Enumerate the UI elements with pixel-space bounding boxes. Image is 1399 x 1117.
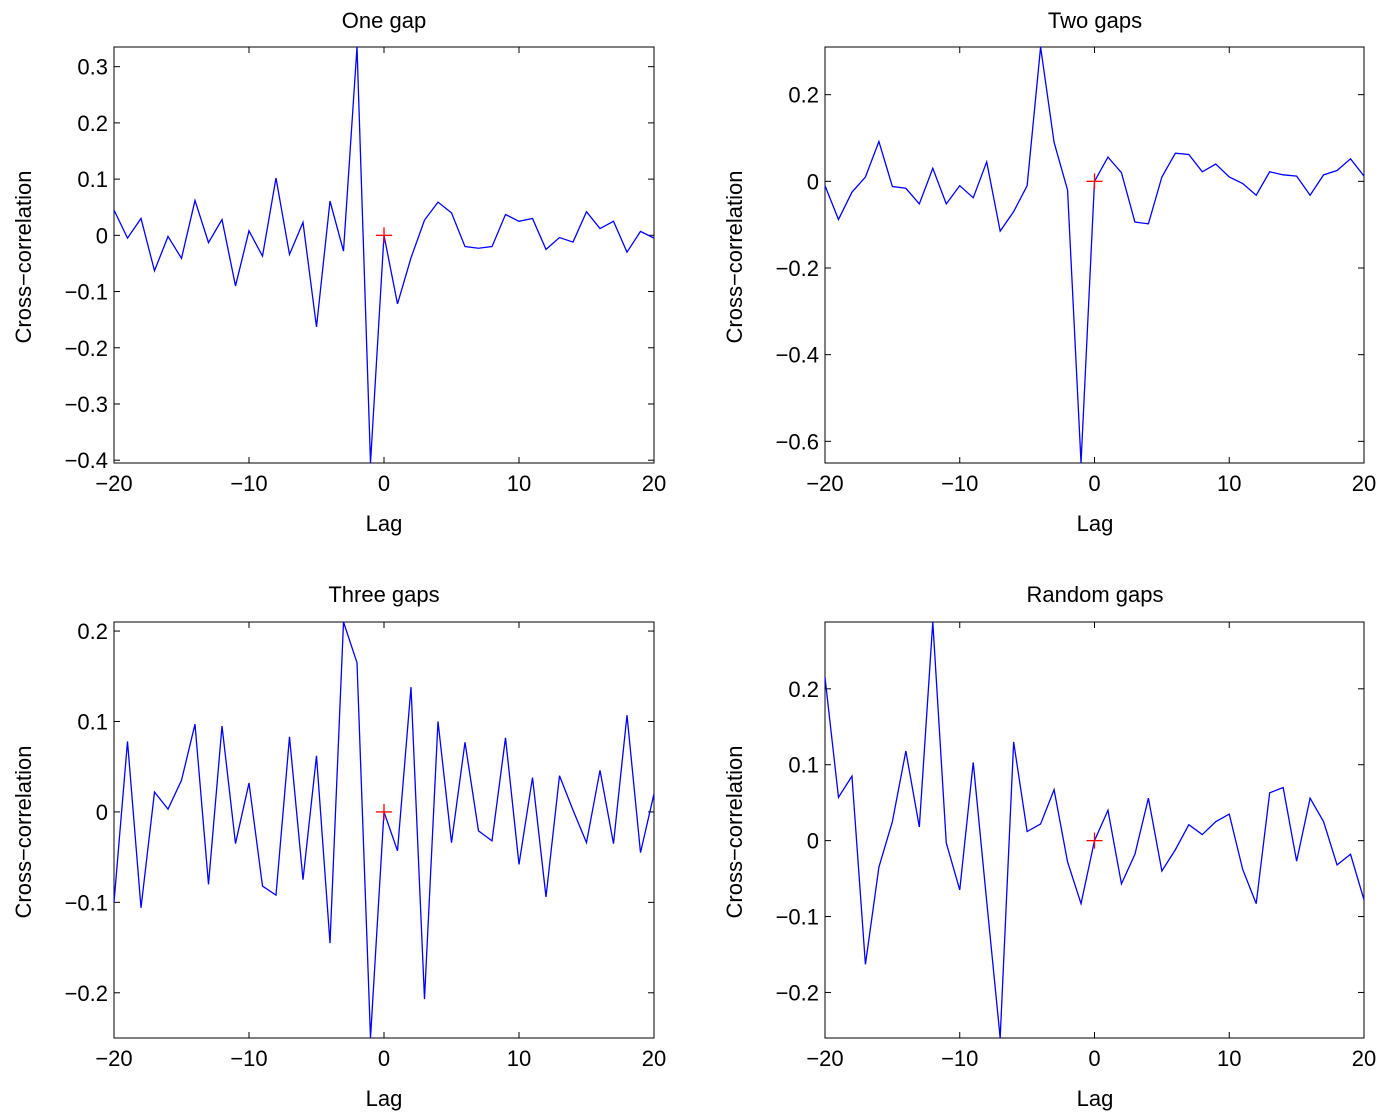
y-tick-label: 0 [807, 169, 819, 194]
subplot-title: Two gaps [1048, 8, 1142, 33]
y-tick-label: −0.4 [776, 343, 819, 368]
y-axis-label: Cross−correlation [722, 170, 747, 343]
x-tick-label: 0 [378, 471, 390, 496]
subplot-title: One gap [342, 8, 426, 33]
x-ticks: −20 −10 0 10 20 [95, 47, 666, 496]
x-tick-label: −20 [95, 1046, 132, 1071]
x-tick-label: −20 [806, 1046, 843, 1071]
x-tick-label: 0 [378, 1046, 390, 1071]
origin-marker [376, 227, 392, 244]
y-tick-label: −0.1 [65, 280, 108, 305]
y-tick-label: −0.2 [776, 256, 819, 281]
x-tick-label: −10 [941, 471, 978, 496]
y-tick-label: 0.3 [77, 55, 108, 80]
x-tick-label: 10 [507, 471, 531, 496]
series-line [824, 621, 1365, 1039]
y-ticks: 0.2 0.1 0 −0.1 −0.2 [776, 677, 1364, 1005]
x-tick-label: 20 [642, 1046, 666, 1071]
x-ticks: −20 −10 0 10 20 [806, 622, 1376, 1071]
plot-area-frame [113, 621, 655, 1039]
subplot-two-gaps: Two gaps −20 −10 0 10 20 0.2 0 −0.2 −0.4 −0.6 La… [722, 8, 1376, 536]
y-tick-label: −0.2 [65, 981, 108, 1006]
series-line [824, 46, 1365, 464]
x-tick-label: 20 [1352, 471, 1376, 496]
subplot-title: Three gaps [328, 582, 439, 607]
origin-marker [1086, 173, 1103, 190]
y-tick-label: 0.2 [788, 83, 819, 108]
y-tick-label: −0.6 [776, 429, 819, 454]
x-axis-label: Lag [1077, 511, 1114, 536]
subplot-title: Random gaps [1027, 582, 1164, 607]
y-tick-label: −0.1 [65, 890, 108, 915]
subplot-random-gaps: Random gaps −20 −10 0 10 20 0.20.10−0.1−0.2 … [722, 582, 1376, 1111]
y-tick-label: 0.2 [77, 111, 108, 136]
x-tick-label: 10 [1217, 1046, 1241, 1071]
x-axis-label: Lag [366, 1086, 403, 1111]
x-tick-label: 0 [1088, 471, 1100, 496]
plot-area-frame [824, 46, 1365, 464]
x-tick-label: −20 [95, 471, 132, 496]
series-line [113, 46, 655, 464]
y-axis-label: Cross−correlation [722, 745, 747, 918]
x-ticks: −20 −10 0 10 20 [95, 622, 666, 1071]
y-ticks: 0.2 0 −0.2 −0.4 −0.6 [776, 83, 1364, 454]
origin-marker [1086, 832, 1103, 849]
y-tick-label: 0.1 [77, 167, 108, 192]
y-tick-label: −0.1 [776, 905, 819, 930]
x-tick-label: 20 [1352, 1046, 1376, 1071]
y-tick-label: 0.2 [788, 677, 819, 702]
y-tick-label: −0.4 [65, 448, 108, 473]
x-tick-label: −10 [230, 1046, 267, 1071]
y-tick-label: 0.2 [77, 619, 108, 644]
plot-area-frame [113, 46, 655, 464]
y-tick-label: 0 [96, 223, 108, 248]
x-tick-label: 10 [507, 1046, 531, 1071]
x-axis-label: Lag [366, 511, 403, 536]
y-tick-label: 0.1 [77, 709, 108, 734]
series-line [113, 621, 655, 1039]
x-tick-label: −10 [230, 471, 267, 496]
y-axis-label: Cross−correlation [11, 745, 36, 918]
y-tick-label: −0.2 [776, 980, 819, 1005]
y-tick-label: 0 [96, 800, 108, 825]
y-tick-label: −0.3 [65, 392, 108, 417]
x-tick-label: −10 [941, 1046, 978, 1071]
x-tick-label: 20 [642, 471, 666, 496]
y-tick-label: 0.1 [788, 753, 819, 778]
y-ticks: 0.2 0.1 0 −0.1 −0.2 [65, 619, 654, 1006]
y-tick-label: −0.2 [65, 336, 108, 361]
subplot-three-gaps: Three gaps −20 −10 0 10 20 0.2 0.1 0 −0.1 −0.2 L… [11, 582, 666, 1111]
y-tick-label: 0 [807, 829, 819, 854]
x-axis-label: Lag [1077, 1086, 1114, 1111]
plot-area-frame [824, 621, 1365, 1039]
x-tick-label: 0 [1088, 1046, 1100, 1071]
x-ticks: −20 −10 0 10 20 [806, 47, 1376, 496]
origin-marker [376, 803, 392, 820]
y-ticks: 0.3 0.2 0.1 0 −0.1 −0.2 −0.3 −0.4 [65, 55, 654, 473]
subplot-one-gap: One gap −20 −10 0 10 20 0.3 0.2 0.1 0 −0.1 −0.2 −0… [11, 8, 666, 536]
x-tick-label: −20 [806, 471, 843, 496]
x-tick-label: 10 [1217, 471, 1241, 496]
y-axis-label: Cross−correlation [11, 170, 36, 343]
